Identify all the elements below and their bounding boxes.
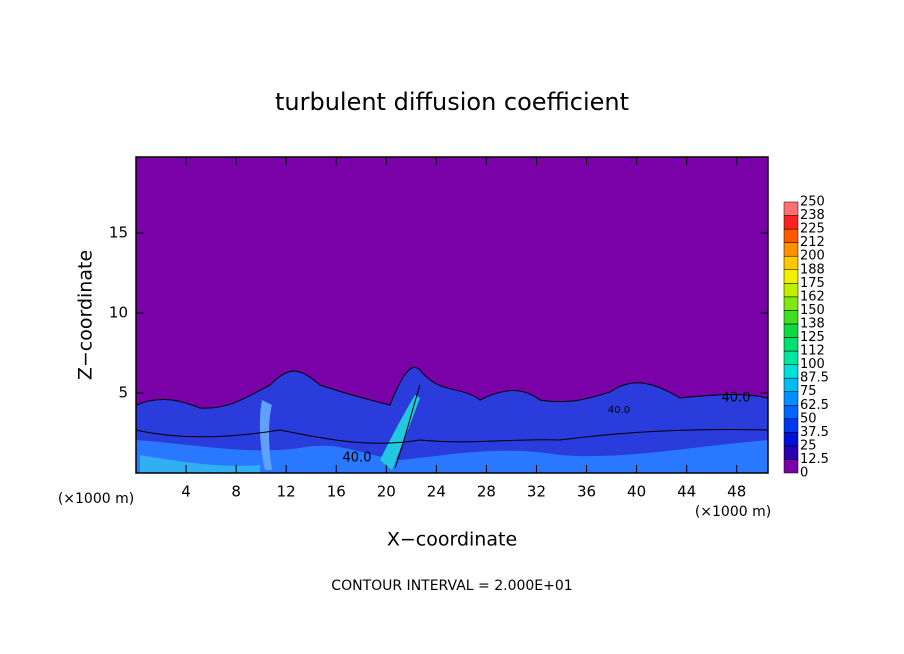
- contour-label: 40.0: [343, 451, 372, 466]
- colorbar-label: 100: [800, 357, 825, 372]
- x-unit: (×1000 m): [695, 504, 771, 520]
- colorbar-segment: [783, 432, 799, 447]
- field-region: [380, 395, 420, 470]
- colorbar-segment: [783, 405, 799, 420]
- x-tick-label: 28: [477, 483, 496, 501]
- colorbar-segment: [783, 242, 799, 257]
- x-tick-label: 32: [527, 483, 546, 501]
- colorbar-segment: [783, 201, 799, 216]
- footnote: CONTOUR INTERVAL = 2.000E+01: [331, 578, 572, 594]
- colorbar-label: 212: [800, 235, 825, 250]
- x-tick-label: 4: [181, 483, 191, 501]
- y-tick-label: 10: [109, 304, 128, 322]
- colorbar-label: 238: [800, 208, 825, 223]
- x-tick-label: 24: [427, 483, 446, 501]
- field-region: [136, 440, 768, 473]
- colorbar-label: 37.5: [800, 425, 829, 440]
- colorbar-label: 162: [800, 289, 825, 304]
- colorbar-segment: [783, 337, 799, 352]
- colorbar-label: 200: [800, 249, 825, 264]
- colorbar-segment: [783, 377, 799, 392]
- x-tick-label: 40: [627, 483, 646, 501]
- colorbar-label: 112: [800, 344, 825, 359]
- colorbar-label: 250: [800, 195, 825, 210]
- chart-title: turbulent diffusion coefficient: [275, 88, 629, 116]
- colorbar-label: 188: [800, 262, 825, 277]
- colorbar-label: 87.5: [800, 371, 829, 386]
- colorbar-segment: [783, 215, 799, 230]
- y-tick-label: 5: [118, 384, 128, 402]
- colorbar-segment: [783, 269, 799, 284]
- colorbar-segment: [783, 228, 799, 243]
- colorbar-segment: [783, 255, 799, 271]
- colorbar-label: 125: [800, 330, 825, 345]
- x-tick-label: 8: [231, 483, 241, 501]
- field: [135, 367, 769, 473]
- field-region: [140, 455, 260, 473]
- colorbar-segment: [783, 350, 799, 365]
- colorbar-segment: [783, 459, 799, 474]
- x-tick-label: 36: [577, 483, 596, 501]
- colorbar-segment: [783, 310, 799, 325]
- field-region: [136, 367, 768, 473]
- x-tick-label: 16: [327, 483, 346, 501]
- colorbar-label: 150: [800, 303, 825, 318]
- y-axis-label: Z−coordinate: [75, 250, 97, 380]
- colorbar-label: 138: [800, 316, 825, 331]
- colorbar-label: 25: [800, 438, 817, 453]
- colorbar-segment: [783, 323, 799, 338]
- x-axis-label: X−coordinate: [387, 529, 517, 551]
- colorbar-segment: [783, 445, 799, 460]
- contour-line: [394, 384, 421, 469]
- colorbar-segment: [783, 283, 799, 298]
- plot-frame: [135, 156, 769, 474]
- contour-label: 40.0: [722, 391, 751, 406]
- y-tick-label: 15: [109, 224, 128, 242]
- colorbar-label: 225: [800, 222, 825, 237]
- colorbar-segment: [783, 391, 799, 406]
- x-tick-label: 44: [677, 483, 696, 501]
- contour-line: [135, 367, 769, 409]
- colorbar-segment: [783, 296, 799, 311]
- colorbar-segment: [783, 418, 799, 433]
- colorbar-label: 0: [800, 466, 808, 481]
- x-tick-label: 12: [277, 483, 296, 501]
- colorbar-label: 75: [800, 384, 817, 399]
- colorbar-label: 62.5: [800, 398, 829, 413]
- y-unit: (×1000 m): [58, 491, 134, 507]
- colorbar-label: 50: [800, 411, 817, 426]
- contour-line: [135, 429, 769, 444]
- field-region: [259, 400, 272, 470]
- contour-label: 40.0: [608, 405, 630, 416]
- colorbar-segment: [783, 364, 799, 379]
- x-tick-label: 20: [377, 483, 396, 501]
- x-tick-label: 48: [727, 483, 746, 501]
- colorbar-label: 12.5: [800, 452, 829, 467]
- colorbar-label: 175: [800, 276, 825, 291]
